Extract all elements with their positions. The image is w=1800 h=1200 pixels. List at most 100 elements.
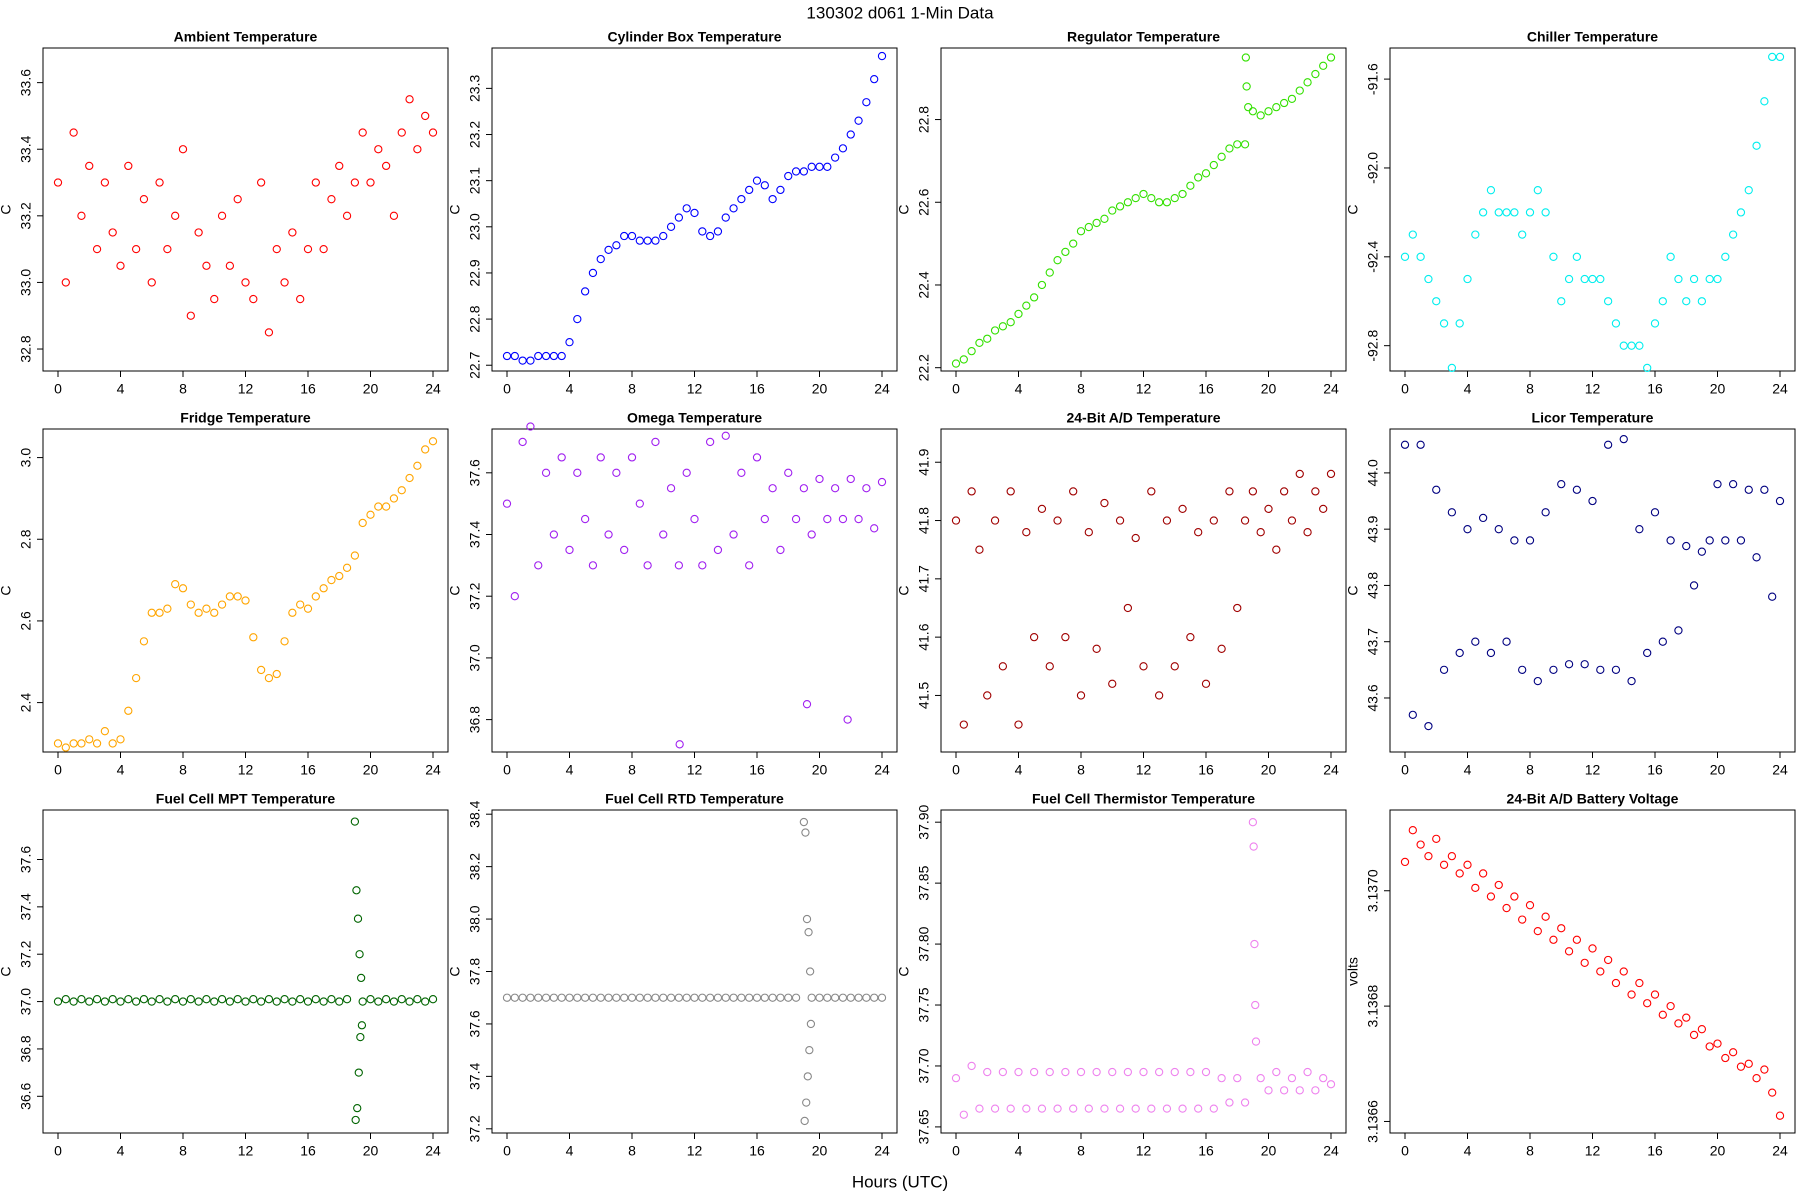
data-point bbox=[335, 161, 344, 171]
data-point bbox=[1295, 469, 1304, 479]
data-point bbox=[643, 561, 652, 570]
data-point bbox=[596, 254, 605, 264]
data-point bbox=[1115, 516, 1125, 525]
x-axis-label: Hours (UTC) bbox=[852, 1172, 948, 1191]
data-point bbox=[1084, 528, 1093, 537]
data-point bbox=[1674, 274, 1683, 284]
data-point bbox=[1447, 363, 1457, 373]
data-point bbox=[389, 997, 399, 1006]
data-point bbox=[374, 502, 383, 511]
data-point bbox=[1170, 193, 1179, 203]
data-point bbox=[1279, 98, 1289, 108]
data-point bbox=[1045, 662, 1054, 671]
data-point bbox=[1272, 545, 1281, 554]
data-point bbox=[877, 51, 887, 61]
y-tick-label: 37.80 bbox=[916, 926, 932, 961]
data-point bbox=[870, 524, 879, 533]
x-tick-label: 4 bbox=[1464, 1143, 1472, 1159]
data-point bbox=[799, 817, 809, 827]
data-point bbox=[854, 116, 863, 125]
data-point bbox=[131, 673, 141, 683]
data-point bbox=[1713, 274, 1722, 284]
data-point bbox=[319, 997, 328, 1006]
data-point bbox=[358, 518, 367, 528]
data-point bbox=[1502, 208, 1511, 217]
data-point bbox=[752, 993, 762, 1002]
data-point bbox=[951, 359, 961, 368]
data-point bbox=[1100, 1104, 1109, 1113]
data-point bbox=[776, 185, 785, 195]
data-point bbox=[620, 993, 629, 1002]
data-point bbox=[1416, 440, 1425, 449]
data-point bbox=[1029, 632, 1039, 642]
data-point bbox=[178, 145, 188, 154]
data-point bbox=[745, 561, 754, 570]
x-tick-label: 24 bbox=[874, 381, 890, 397]
data-point bbox=[967, 1061, 976, 1071]
data-point bbox=[225, 997, 235, 1006]
x-tick-label: 4 bbox=[1015, 381, 1023, 397]
x-tick-label: 8 bbox=[179, 381, 187, 397]
x-tick-label: 12 bbox=[1136, 762, 1152, 778]
y-tick-label: -91.6 bbox=[1365, 63, 1381, 95]
data-point bbox=[651, 437, 660, 447]
x-tick-label: 8 bbox=[628, 762, 636, 778]
y-axis-label: C bbox=[896, 585, 912, 595]
data-point bbox=[1061, 632, 1070, 642]
data-point bbox=[549, 351, 559, 361]
x-tick-label: 12 bbox=[1585, 762, 1601, 778]
data-point bbox=[1510, 892, 1519, 901]
data-point bbox=[862, 993, 871, 1002]
data-point bbox=[1705, 274, 1714, 284]
data-point bbox=[186, 600, 195, 609]
data-point bbox=[100, 727, 110, 736]
data-point bbox=[1494, 880, 1503, 890]
data-point bbox=[737, 993, 746, 1002]
data-point bbox=[100, 997, 110, 1006]
x-tick-label: 0 bbox=[54, 762, 62, 778]
x-tick-label: 0 bbox=[952, 381, 960, 397]
data-point bbox=[1201, 169, 1211, 178]
data-point bbox=[1525, 901, 1535, 910]
data-point bbox=[1115, 1104, 1125, 1113]
data-point bbox=[358, 997, 367, 1006]
figure-title: 130302 d061 1-Min Data bbox=[806, 3, 994, 22]
data-point bbox=[1069, 239, 1078, 248]
x-tick-label: 24 bbox=[425, 1143, 441, 1159]
data-point bbox=[682, 468, 691, 477]
data-point bbox=[1061, 1067, 1070, 1077]
data-point bbox=[573, 314, 582, 324]
data-point bbox=[1455, 869, 1464, 878]
data-point bbox=[627, 453, 637, 462]
data-point bbox=[713, 545, 723, 555]
data-point bbox=[870, 993, 879, 1002]
data-point bbox=[1233, 140, 1242, 149]
data-point bbox=[1272, 102, 1281, 112]
data-point bbox=[1006, 487, 1015, 496]
y-tick-label: 37.2 bbox=[467, 1115, 483, 1142]
data-point bbox=[1596, 274, 1605, 284]
data-point bbox=[510, 351, 519, 361]
data-point bbox=[1319, 61, 1328, 70]
y-tick-label: 3.0 bbox=[18, 448, 34, 468]
data-point bbox=[573, 468, 582, 477]
data-point bbox=[217, 600, 227, 609]
x-tick-label: 4 bbox=[1464, 762, 1472, 778]
data-point bbox=[1416, 840, 1425, 849]
data-point bbox=[225, 261, 235, 270]
x-tick-label: 4 bbox=[566, 762, 574, 778]
x-tick-label: 16 bbox=[300, 381, 316, 397]
data-point bbox=[1705, 1042, 1714, 1051]
data-point bbox=[1170, 1067, 1179, 1077]
y-tick-label: 22.8 bbox=[467, 305, 483, 332]
data-point bbox=[1295, 86, 1304, 95]
x-tick-label: 8 bbox=[628, 381, 636, 397]
data-point bbox=[721, 431, 730, 440]
x-tick-label: 24 bbox=[425, 381, 441, 397]
data-point bbox=[1076, 227, 1086, 236]
panel-title: Licor Temperature bbox=[1532, 410, 1654, 426]
x-tick-label: 4 bbox=[117, 1143, 125, 1159]
data-point bbox=[1251, 1000, 1260, 1010]
data-point bbox=[612, 241, 621, 250]
